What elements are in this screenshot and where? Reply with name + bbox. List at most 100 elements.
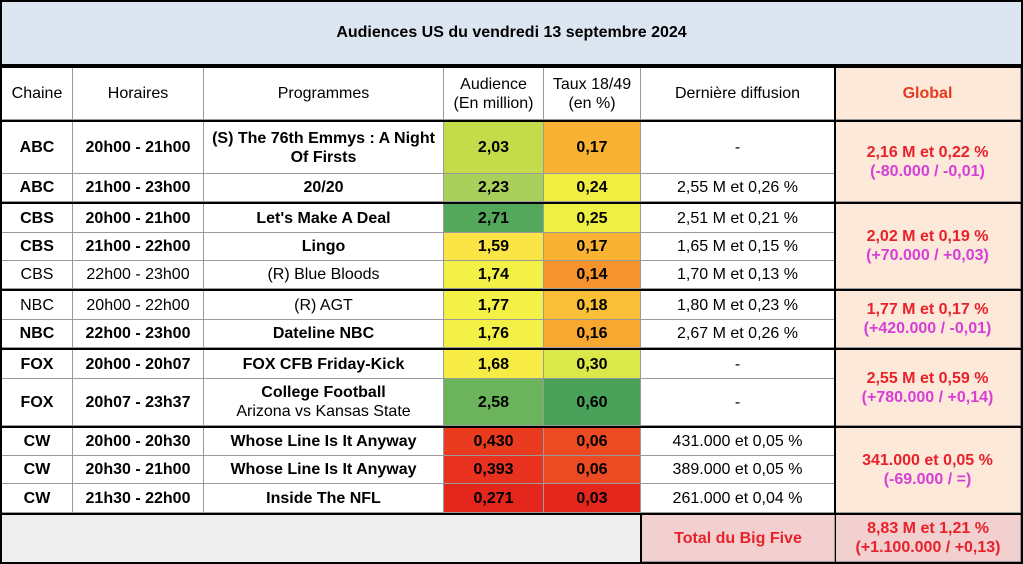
programme-subtitle: Arizona vs Kansas State [236,403,411,420]
row-audience: 1,68 [444,350,544,379]
row-programme: Lingo [204,233,444,261]
horaires-label: 21h30 - 22h00 [85,489,191,507]
taux-value: 0,03 [576,489,608,507]
horaires-label: 22h00 - 23h00 [85,325,191,342]
derniere-diffusion-value: 431.000 et 0,05 % [672,433,803,450]
horaires-label: 20h30 - 21h00 [85,461,191,478]
header-derniere-diffusion-label: Dernière diffusion [674,85,801,102]
total-line1: 8,83 M et 1,21 % [867,520,989,537]
row-derniere-diffusion: 2,55 M et 0,26 % [641,174,835,202]
header-audience: Audience (En million) [444,68,544,120]
header-horaires-label: Horaires [107,85,169,102]
taux-value: 0,24 [576,179,608,196]
chaine-label: CBS [20,209,54,227]
row-derniere-diffusion: - [641,350,835,379]
divider [2,120,1021,122]
row-programme: Let's Make A Deal [204,204,444,233]
programme-label: Whose Line Is It Anyway [230,433,417,450]
header-audience-line1: Audience [460,75,527,93]
row-taux: 0,24 [544,174,641,202]
row-programme: Inside The NFL [204,484,444,513]
taux-value: 0,17 [576,139,608,156]
derniere-diffusion-value: 389.000 et 0,05 % [672,461,803,478]
chaine-label: CBS [20,266,54,283]
row-audience: 0,393 [444,456,544,484]
chaine-label: CW [23,461,51,478]
taux-value: 0,06 [576,461,608,478]
row-audience: 1,76 [444,320,544,348]
row-audience: 0,271 [444,484,544,513]
chaine-label: NBC [20,296,54,314]
row-programme: College Football Arizona vs Kansas State [204,379,444,426]
row-horaires: 20h00 - 21h00 [73,122,204,174]
chaine-label: ABC [19,139,55,156]
global-line2: (+780.000 / +0,14) [861,388,994,406]
total-label-text: Total du Big Five [674,529,802,547]
horaires-label: 20h00 - 20h30 [85,433,191,450]
horaires-label: 20h07 - 23h37 [85,393,191,411]
header-chaine-label: Chaine [11,85,63,102]
row-audience: 1,77 [444,291,544,320]
horaires-label: 20h00 - 21h00 [85,209,191,227]
audience-value: 1,74 [477,266,510,283]
global-line1: 2,02 M et 0,19 % [866,228,989,245]
taux-value: 0,18 [576,296,608,314]
row-programme: (S) The 76th Emmys : A Night Of Firsts [204,122,444,174]
audience-value: 1,59 [477,238,510,255]
global-line1: 2,55 M et 0,59 % [866,369,989,387]
global-line2: (+70.000 / +0,03) [866,247,989,264]
row-horaires: 20h00 - 22h00 [73,291,204,320]
row-chaine: CBS [2,233,73,261]
row-audience: 1,74 [444,261,544,289]
taux-value: 0,30 [576,355,608,373]
row-audience: 2,71 [444,204,544,233]
row-derniere-diffusion: 389.000 et 0,05 % [641,456,835,484]
audience-value: 1,68 [477,355,510,373]
header-chaine: Chaine [2,68,73,120]
global-line1: 1,77 M et 0,17 % [866,301,989,318]
taux-value: 0,16 [576,325,608,342]
divider [2,66,1021,68]
row-chaine: NBC [2,291,73,320]
row-horaires: 20h00 - 21h00 [73,204,204,233]
programme-label: (R) AGT [294,296,353,314]
total-label: Total du Big Five [642,515,835,562]
row-programme: FOX CFB Friday-Kick [204,350,444,379]
global-cell: 341.000 et 0,05 % (-69.000 / =) [835,428,1021,513]
row-chaine: CW [2,456,73,484]
chaine-label: NBC [19,325,55,342]
global-cell: 2,02 M et 0,19 % (+70.000 / +0,03) [835,204,1021,289]
row-derniere-diffusion: 1,65 M et 0,15 % [641,233,835,261]
chaine-label: FOX [20,355,54,373]
chaine-label: CW [23,489,51,507]
row-derniere-diffusion: 2,51 M et 0,21 % [641,204,835,233]
global-cell: 2,55 M et 0,59 % (+780.000 / +0,14) [835,350,1021,426]
derniere-diffusion-value: 2,51 M et 0,21 % [677,209,798,227]
derniere-diffusion-value: 1,80 M et 0,23 % [677,296,798,314]
divider [2,348,1021,350]
audience-value: 1,76 [477,325,510,342]
row-chaine: ABC [2,174,73,202]
row-horaires: 20h30 - 21h00 [73,456,204,484]
row-horaires: 21h30 - 22h00 [73,484,204,513]
row-chaine: CBS [2,204,73,233]
row-derniere-diffusion: 1,70 M et 0,13 % [641,261,835,289]
programme-label: Whose Line Is It Anyway [230,461,417,478]
header-derniere-diffusion: Dernière diffusion [641,68,835,120]
audience-value: 0,430 [473,433,514,450]
divider [834,68,836,562]
row-taux: 0,25 [544,204,641,233]
header-global-label: Global [902,85,953,102]
row-chaine: FOX [2,379,73,426]
audience-value: 2,03 [477,139,510,156]
row-derniere-diffusion: - [641,379,835,426]
horaires-label: 20h00 - 22h00 [86,296,190,314]
chaine-label: CBS [20,238,54,255]
row-audience: 2,23 [444,174,544,202]
row-taux: 0,16 [544,320,641,348]
horaires-label: 20h00 - 20h07 [85,355,191,373]
row-audience: 1,59 [444,233,544,261]
audience-value: 0,271 [473,489,514,507]
row-taux: 0,30 [544,350,641,379]
